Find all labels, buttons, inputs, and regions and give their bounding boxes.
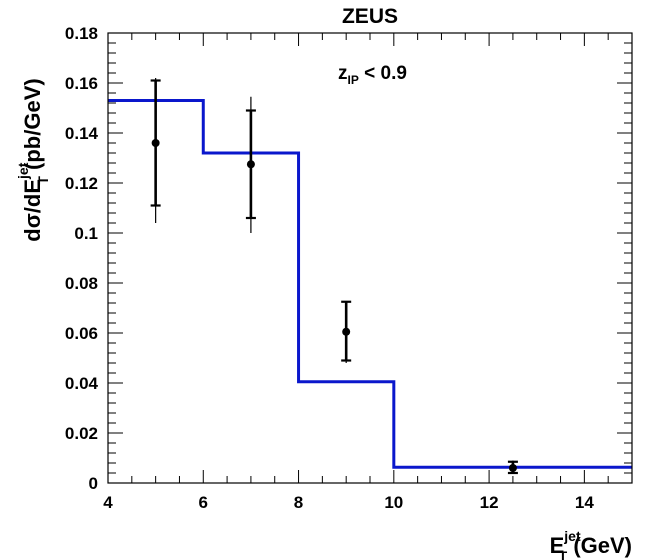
svg-text:dσ/dEjetT (pb/GeV): dσ/dEjet T (pb/GeV) <box>15 78 51 241</box>
x-tick-label: 4 <box>103 493 113 512</box>
y-tick-label: 0.04 <box>65 374 99 393</box>
x-tick-label: 6 <box>199 493 208 512</box>
x-tick-label: 12 <box>480 493 499 512</box>
y-label-sub: T <box>35 176 51 185</box>
axis-tick-labels: 4 6 8 10 12 14 0 0.02 0.04 0.06 0.08 0.1 0.12 0.14 0.1… <box>65 24 594 512</box>
x-tick-label: 8 <box>294 493 303 512</box>
x-tick-label: 10 <box>384 493 403 512</box>
y-tick-label: 0 <box>89 474 98 493</box>
y-tick-label: 0.12 <box>65 174 98 193</box>
cut-annotation-rest: < 0.9 <box>359 63 407 84</box>
data-point <box>246 160 255 169</box>
data-point <box>508 464 517 472</box>
y-label-pre: dσ/dE <box>20 179 45 242</box>
cut-annotation-sub: IP <box>348 73 359 87</box>
x-axis-label: Ejet T (GeV) <box>550 528 632 560</box>
data-point <box>342 327 351 336</box>
cut-annotation-base: z <box>338 63 348 84</box>
x-label-post: (GeV) <box>567 533 632 558</box>
step-line <box>108 99 632 469</box>
y-tick-label: 0.14 <box>65 124 99 143</box>
x-tick-label: 14 <box>575 493 594 512</box>
y-tick-label: 0.16 <box>65 74 98 93</box>
chart-title: ZEUS <box>342 5 398 28</box>
y-tick-label: 0.06 <box>65 324 98 343</box>
y-tick-label: 0.02 <box>65 424 98 443</box>
y-label-post: (pb/GeV) <box>20 78 45 176</box>
x-label-sub: T <box>559 548 568 560</box>
y-label-sup: jet <box>15 162 31 180</box>
y-tick-label: 0.08 <box>65 274 98 293</box>
data-point <box>151 139 160 147</box>
x-label-sup: jet <box>563 528 581 544</box>
cut-annotation: zIP < 0.9 <box>338 63 407 87</box>
y-tick-label: 0.18 <box>65 24 98 43</box>
y-axis-label: dσ/dEjet T (pb/GeV) <box>15 78 51 241</box>
y-tick-label: 0.1 <box>74 224 98 243</box>
data-marks <box>108 78 632 475</box>
plot-frame <box>107 32 633 484</box>
x-label-base: E <box>550 533 565 558</box>
